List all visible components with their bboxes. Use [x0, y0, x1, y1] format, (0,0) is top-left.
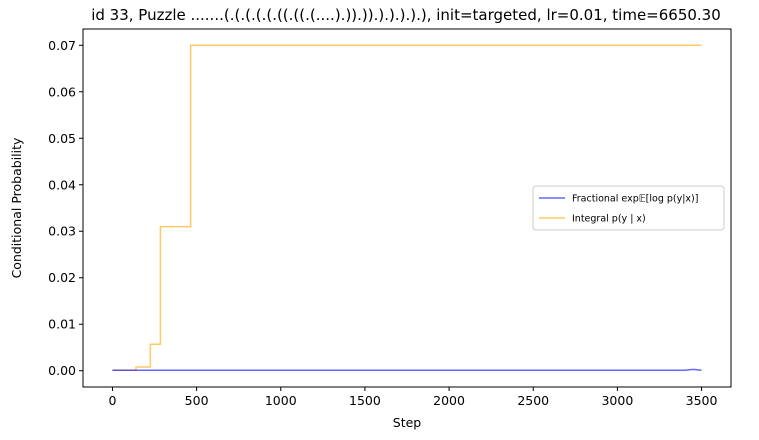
x-tick-label: 3500 [686, 393, 718, 408]
x-tick-label: 1000 [265, 393, 297, 408]
y-tick-label: 0.04 [48, 177, 76, 192]
plot-area [82, 28, 732, 388]
x-tick-label: 2500 [517, 393, 549, 408]
x-axis: 0 500 1000 1500 2000 2500 3000 3500 [108, 387, 717, 408]
x-tick-label: 500 [185, 393, 209, 408]
x-tick-label: 2000 [433, 393, 465, 408]
x-tick-label: 0 [108, 393, 116, 408]
x-tick-label: 3000 [601, 393, 633, 408]
y-tick-label: 0.02 [48, 270, 76, 285]
axes-frame [82, 28, 732, 388]
y-tick-label: 0.06 [48, 84, 76, 99]
y-tick-label: 0.00 [48, 363, 76, 378]
legend-label-integral: Integral p(y | x) [572, 214, 646, 225]
x-axis-label: Step [393, 415, 422, 430]
series-line-integral [112, 44, 702, 372]
y-axis-label: Conditional Probability [9, 137, 24, 278]
y-tick-label: 0.01 [48, 317, 76, 332]
y-tick-label: 0.05 [48, 131, 76, 146]
legend-box [532, 185, 725, 231]
x-tick-label: 1500 [349, 393, 381, 408]
series-line-fractional [112, 368, 702, 372]
series-layer [112, 44, 702, 372]
legend-label-fractional: Fractional exp𝔼[log p(y|x)] [572, 194, 698, 205]
y-tick-label: 0.03 [48, 224, 76, 239]
chart-title: id 33, Puzzle .......(.(.(.(.(.((.((.(..… [91, 6, 721, 24]
legend: Fractional exp𝔼[log p(y|x)] Integral p(y… [532, 185, 725, 231]
y-tick-label: 0.07 [48, 38, 76, 53]
y-axis: 0.00 0.01 0.02 0.03 0.04 0.05 0.06 0.07 [48, 38, 83, 378]
